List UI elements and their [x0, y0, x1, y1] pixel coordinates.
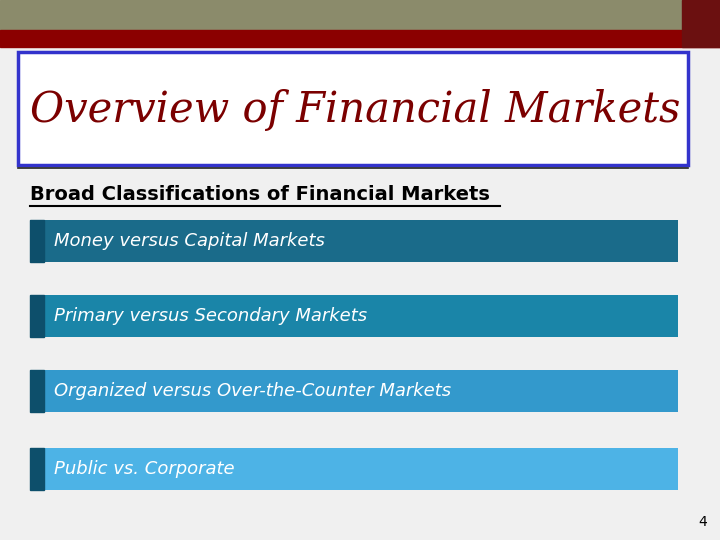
Text: Organized versus Over-the-Counter Markets: Organized versus Over-the-Counter Market…: [54, 382, 451, 400]
Text: Primary versus Secondary Markets: Primary versus Secondary Markets: [54, 307, 367, 325]
Bar: [30, 448, 44, 490]
Bar: [30, 370, 44, 412]
Bar: [30, 220, 44, 262]
FancyBboxPatch shape: [18, 52, 688, 165]
Text: 4: 4: [698, 515, 707, 529]
Bar: [682, 0, 720, 47]
Text: Broad Classifications of Financial Markets: Broad Classifications of Financial Marke…: [30, 186, 490, 205]
Text: Money versus Capital Markets: Money versus Capital Markets: [54, 232, 325, 250]
Bar: [30, 448, 678, 490]
Bar: [0, 30, 720, 47]
Bar: [30, 370, 678, 412]
Bar: [0, 0, 720, 30]
Bar: [30, 220, 678, 262]
Bar: [30, 295, 44, 337]
Text: Overview of Financial Markets: Overview of Financial Markets: [30, 89, 680, 131]
Bar: [30, 295, 678, 337]
Text: Public vs. Corporate: Public vs. Corporate: [54, 460, 235, 478]
